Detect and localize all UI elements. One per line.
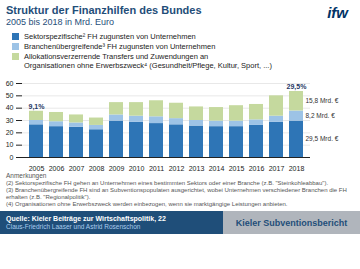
- svg-text:0: 0: [10, 154, 14, 161]
- html-text:Branchenübergreifende³ FH zugu: Branchenübergreifende³ FH zugunsten von …: [24, 42, 216, 51]
- svg-text:2008: 2008: [89, 165, 105, 171]
- svg-text:2011: 2011: [149, 165, 164, 171]
- svg-text:2016: 2016: [249, 165, 265, 171]
- html-text:(4) Organisationen ohne Erwerb: (4) Organisationen ohne Erwerbszweck wer…: [6, 201, 288, 207]
- svg-text:40: 40: [6, 104, 14, 111]
- svg-text:2018: 2018: [289, 165, 305, 171]
- html-text:Anmerkungen: Anmerkungen: [6, 172, 47, 179]
- svg-text:60: 60: [6, 80, 14, 87]
- html-text:2005 bis 2018 in Mrd. Euro: 2005 bis 2018 in Mrd. Euro: [6, 17, 115, 27]
- html-text:Allokationsverzerrende Transfe: Allokationsverzerrende Transfers und Zuw…: [24, 52, 272, 70]
- svg-text:15,8 Mrd. €: 15,8 Mrd. €: [306, 97, 339, 104]
- svg-text:10: 10: [6, 141, 14, 148]
- svg-text:30: 30: [6, 117, 14, 124]
- html-text:Quelle: Kieler Beiträge zur Wi: Quelle: Kieler Beiträge zur Wirtschaftsp…: [6, 215, 166, 222]
- svg-text:2006: 2006: [49, 165, 65, 171]
- svg-text:2010: 2010: [129, 165, 145, 171]
- svg-text:50: 50: [6, 92, 14, 99]
- html-text:Kieler Subventionsbericht: Kieler Subventionsbericht: [235, 217, 348, 228]
- svg-text:8,2 Mrd. €: 8,2 Mrd. €: [306, 112, 336, 119]
- html-text:ifw: ifw: [327, 4, 348, 21]
- svg-text:2015: 2015: [229, 165, 245, 171]
- svg-text:2014: 2014: [209, 165, 225, 171]
- html-text:Claus-Friedrich Laaser und Ast: Claus-Friedrich Laaser und Astrid Rosens…: [6, 223, 141, 230]
- svg-text:9,1%: 9,1%: [29, 102, 46, 110]
- html-text:(3) Branchenübergreifende FH s: (3) Branchenübergreifende FH sind an Sub…: [6, 187, 347, 200]
- html-text:Struktur der Finanzhilfen des: Struktur der Finanzhilfen des Bundes: [6, 4, 202, 16]
- svg-text:2012: 2012: [169, 165, 185, 171]
- svg-text:2013: 2013: [189, 165, 205, 171]
- svg-text:20: 20: [6, 129, 14, 136]
- svg-text:2009: 2009: [109, 165, 125, 171]
- svg-text:2017: 2017: [269, 165, 285, 171]
- html-text:(2) Sektorspezifische FH gehen: (2) Sektorspezifische FH gehen an Untern…: [6, 180, 329, 186]
- svg-text:2007: 2007: [69, 165, 85, 171]
- svg-text:29,5 Mrd. €: 29,5 Mrd. €: [306, 135, 339, 142]
- html-text:Sektorspezifische² FH zugunste: Sektorspezifische² FH zugunsten von Unte…: [24, 32, 196, 41]
- svg-text:2005: 2005: [29, 165, 45, 171]
- svg-text:29,5%: 29,5%: [287, 83, 308, 91]
